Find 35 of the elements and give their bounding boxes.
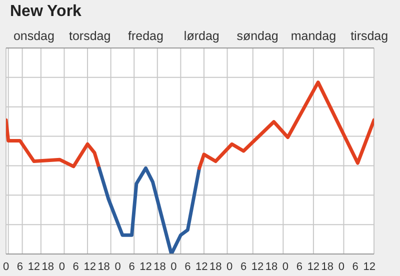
x-tick-label: 12 <box>363 260 376 273</box>
x-tick-label: 12 <box>28 260 40 273</box>
x-tick-label: 6 <box>184 260 191 273</box>
x-tick-label: 12 <box>140 260 152 273</box>
x-tick-label: 12 <box>251 260 264 273</box>
x-tick-label: 6 <box>128 260 135 273</box>
x-tick-label: 18 <box>42 260 54 273</box>
text: onsdag <box>13 29 54 43</box>
x-tick-label: 18 <box>265 260 278 273</box>
x-tick-label: 12 <box>84 260 96 273</box>
x-tick-label: 6 <box>240 260 247 273</box>
chart-title: New York <box>10 3 82 21</box>
x-tick-label: 6 <box>16 260 24 273</box>
x-tick-label: 0 <box>2 260 10 273</box>
x-tick-label: 6 <box>352 260 358 273</box>
x-tick-label: 0 <box>114 260 121 273</box>
text: mandag <box>290 29 336 43</box>
text: torsdag <box>68 29 111 43</box>
text: søndag <box>236 29 278 43</box>
x-tick-label: 18 <box>154 260 166 273</box>
text: tirsdag <box>350 29 388 43</box>
x-tick-label: 6 <box>72 260 79 273</box>
x-tick-label: 0 <box>170 260 177 273</box>
x-tick-label: 12 <box>196 260 208 273</box>
x-tick-label: 18 <box>98 260 110 273</box>
x-tick-label: 0 <box>282 260 289 273</box>
x-tick-label: 0 <box>226 260 233 273</box>
x-tick-label: 18 <box>321 260 334 273</box>
x-tick-label: 0 <box>338 260 344 273</box>
text: fredag <box>128 29 164 43</box>
x-tick-label: 6 <box>296 260 303 273</box>
x-tick-label: 0 <box>58 260 65 273</box>
text: lørdag <box>184 29 220 43</box>
x-tick-label: 18 <box>209 260 222 273</box>
x-tick-label: 12 <box>307 260 320 273</box>
